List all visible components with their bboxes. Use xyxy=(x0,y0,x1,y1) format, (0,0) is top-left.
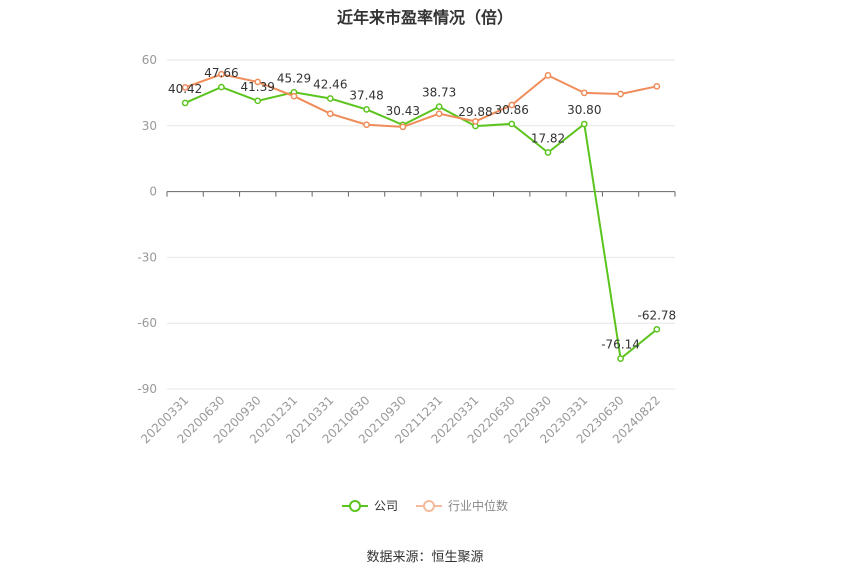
data-point-industry-median xyxy=(617,90,624,98)
data-label: 45.29 xyxy=(277,71,311,85)
data-point-industry-median xyxy=(508,101,516,109)
series-line-industry-median xyxy=(184,73,658,128)
legend-swatch-industry-median xyxy=(416,499,442,513)
data-point-industry-median xyxy=(399,123,407,131)
data-point-industry-median xyxy=(181,84,189,91)
data-point-industry-median xyxy=(544,72,552,79)
chart-title: 近年来市盈率情况（倍） xyxy=(336,8,513,27)
data-point-company xyxy=(580,120,588,128)
data-label: 30.80 xyxy=(567,103,601,117)
data-point-industry-median xyxy=(435,110,443,118)
legend-label-industry-median: 行业中位数 xyxy=(448,499,509,513)
y-tick-label: 30 xyxy=(142,119,157,133)
y-tick-label: -60 xyxy=(137,316,157,330)
legend-label-company: 公司 xyxy=(373,499,398,513)
data-label: 42.46 xyxy=(313,77,347,91)
grid-lines xyxy=(167,59,675,390)
data-point-company xyxy=(617,355,624,362)
data-point-company xyxy=(363,106,370,113)
data-label: 29.88 xyxy=(458,105,492,119)
y-tick-label: -90 xyxy=(137,382,157,396)
data-label: 30.43 xyxy=(386,104,420,118)
data-point-company xyxy=(435,103,443,111)
series-line-company xyxy=(184,86,658,361)
data-label: -62.78 xyxy=(638,308,677,322)
y-tick-label: -30 xyxy=(137,250,157,264)
data-label: -76.14 xyxy=(601,338,640,352)
data-label: 17.82 xyxy=(531,132,565,146)
data-point-industry-median xyxy=(326,110,334,118)
legend-item-industry-median[interactable]: 行业中位数 xyxy=(416,497,508,514)
data-label: 40.42 xyxy=(168,82,202,96)
data-point-company xyxy=(181,99,189,107)
legend: 公司 行业中位数 xyxy=(0,497,850,514)
legend-swatch-company xyxy=(341,499,368,513)
y-tick-label: 60 xyxy=(142,53,157,67)
data-point-industry-median xyxy=(580,89,588,97)
data-point-company xyxy=(326,95,334,102)
data-source: 数据来源：恒生聚源 xyxy=(366,550,484,565)
series-lines xyxy=(181,70,661,362)
data-point-industry-median xyxy=(363,121,370,129)
data-point-industry-median xyxy=(290,92,298,100)
data-label: 37.48 xyxy=(349,88,383,102)
data-label: 30.86 xyxy=(495,103,529,117)
y-tick-label: 0 xyxy=(149,185,157,199)
data-point-industry-median xyxy=(254,78,262,86)
data-point-company xyxy=(653,325,661,333)
data-point-industry-median xyxy=(472,118,479,125)
data-point-company xyxy=(218,83,225,91)
data-point-company xyxy=(254,97,262,105)
data-point-company xyxy=(544,149,552,156)
data-label: 38.73 xyxy=(422,86,456,100)
data-point-industry-median xyxy=(653,82,661,90)
legend-item-company[interactable]: 公司 xyxy=(341,497,398,514)
data-point-industry-median xyxy=(218,70,225,78)
data-label: 47.66 xyxy=(204,66,238,80)
data-label: 41.39 xyxy=(241,80,275,94)
data-point-company xyxy=(508,120,516,128)
